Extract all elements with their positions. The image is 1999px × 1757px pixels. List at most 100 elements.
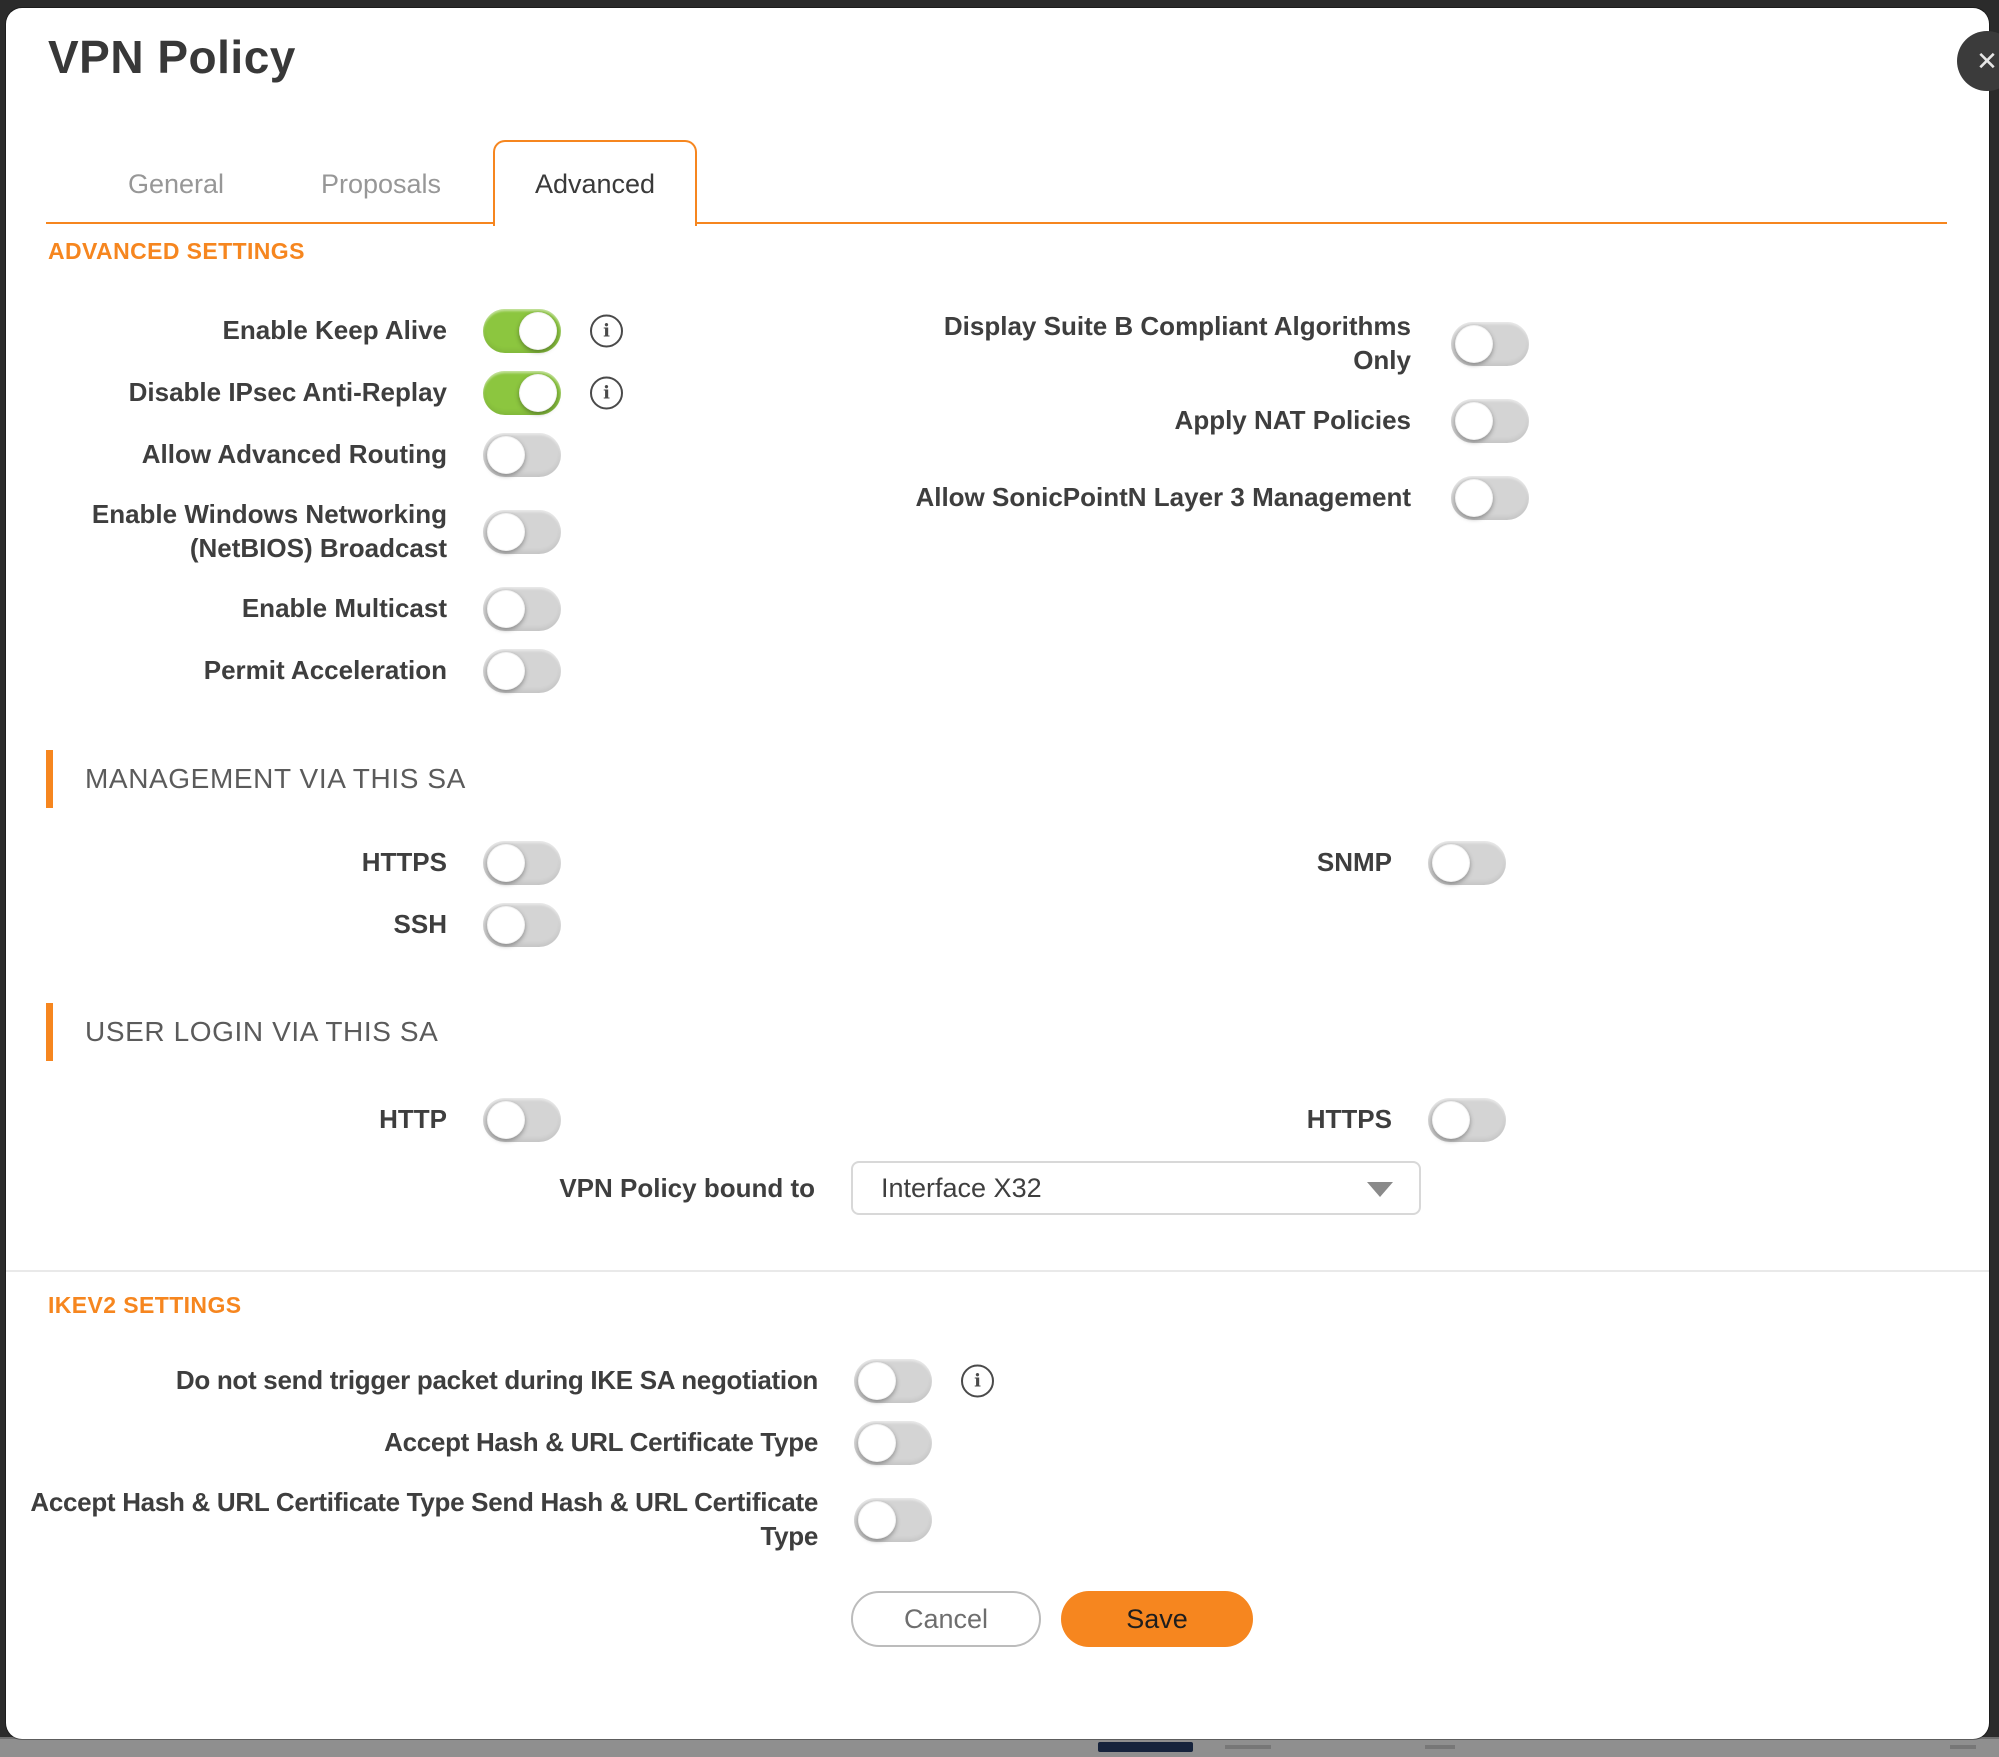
apply-nat-policies-toggle[interactable] xyxy=(1451,399,1529,443)
management-https-toggle[interactable] xyxy=(483,841,561,885)
allow-advanced-routing-toggle[interactable] xyxy=(483,433,561,477)
setting-row: Apply NAT Policies xyxy=(886,390,1529,452)
setting-row: SNMP xyxy=(886,832,1506,894)
user-login-left-column: HTTP xyxy=(46,1089,561,1151)
setting-row: HTTPS xyxy=(886,1089,1506,1151)
save-button[interactable]: Save xyxy=(1061,1591,1253,1647)
enable-keep-alive-toggle[interactable] xyxy=(483,309,561,353)
user-login-right-column: HTTPS xyxy=(886,1089,1506,1151)
setting-label: Display Suite B Compliant Algorithms Onl… xyxy=(943,311,1411,375)
bound-to-dropdown[interactable]: Interface X32 xyxy=(851,1161,1421,1215)
management-snmp-toggle[interactable] xyxy=(1428,841,1506,885)
management-left-column: HTTPS SSH xyxy=(46,832,561,956)
tab-bar: General Proposals Advanced xyxy=(6,140,1989,226)
close-icon[interactable]: ✕ xyxy=(1957,31,1999,91)
enable-windows-networking-toggle[interactable] xyxy=(483,510,561,554)
management-ssh-toggle[interactable] xyxy=(483,903,561,947)
permit-acceleration-toggle[interactable] xyxy=(483,649,561,693)
background-page-fragment xyxy=(1098,1742,1193,1752)
setting-row: HTTP xyxy=(46,1089,561,1151)
setting-row: Do not send trigger packet during IKE SA… xyxy=(26,1350,994,1412)
ikev2-settings-column: Do not send trigger packet during IKE SA… xyxy=(26,1350,994,1566)
setting-label: Enable Keep Alive xyxy=(222,315,447,346)
toggle-knob xyxy=(1455,479,1493,517)
setting-label: Allow SonicPointN Layer 3 Management xyxy=(915,482,1411,513)
cancel-button[interactable]: Cancel xyxy=(851,1591,1041,1647)
toggle-knob xyxy=(858,1362,896,1400)
toggle-knob xyxy=(858,1501,896,1539)
accept-send-hash-url-cert-toggle[interactable] xyxy=(854,1498,932,1542)
setting-row: Allow Advanced Routing xyxy=(46,424,561,486)
toggle-knob xyxy=(487,906,525,944)
bound-to-value: Interface X32 xyxy=(881,1172,1042,1203)
section-accent-bar xyxy=(46,750,53,808)
setting-label: Enable Multicast xyxy=(241,593,447,624)
toggle-knob xyxy=(519,312,557,350)
background-page-fragment xyxy=(1950,1745,1976,1749)
setting-label: Accept Hash & URL Certificate Type Send … xyxy=(30,1487,818,1551)
accept-hash-url-cert-toggle[interactable] xyxy=(854,1421,932,1465)
section-title: MANAGEMENT VIA THIS SA xyxy=(85,763,466,794)
setting-row: Enable Keep Alive i xyxy=(46,300,623,362)
setting-label: HTTPS xyxy=(1306,1104,1392,1135)
ike-trigger-packet-toggle[interactable] xyxy=(854,1359,932,1403)
enable-multicast-toggle[interactable] xyxy=(483,587,561,631)
tab-proposals[interactable]: Proposals xyxy=(320,168,442,199)
bound-to-label: VPN Policy bound to xyxy=(559,1172,815,1203)
info-icon[interactable]: i xyxy=(590,376,623,410)
management-section-heading: MANAGEMENT VIA THIS SA xyxy=(46,750,466,808)
user-login-https-toggle[interactable] xyxy=(1428,1098,1506,1142)
tab-underline xyxy=(46,222,1947,224)
background-page-strip xyxy=(0,1737,1999,1757)
setting-label: Enable Windows Networking (NetBIOS) Broa… xyxy=(91,499,447,563)
advanced-settings-right-column: Display Suite B Compliant Algorithms Onl… xyxy=(886,298,1529,544)
toggle-knob xyxy=(487,844,525,882)
toggle-knob xyxy=(1432,1101,1470,1139)
setting-label: Apply NAT Policies xyxy=(1174,405,1411,436)
chevron-down-icon xyxy=(1367,1182,1393,1197)
setting-row: HTTPS xyxy=(46,832,561,894)
section-accent-bar xyxy=(46,1003,53,1061)
section-divider xyxy=(6,1270,1989,1272)
setting-row: Permit Acceleration xyxy=(46,640,561,702)
vpn-policy-bound-row: VPN Policy bound to Interface X32 xyxy=(46,1161,1421,1215)
info-icon[interactable]: i xyxy=(961,1364,994,1398)
user-login-section-heading: USER LOGIN VIA THIS SA xyxy=(46,1003,438,1061)
setting-label: HTTPS xyxy=(361,847,447,878)
setting-row: SSH xyxy=(46,894,561,956)
setting-label: Do not send trigger packet during IKE SA… xyxy=(175,1365,818,1396)
setting-row: Accept Hash & URL Certificate Type Send … xyxy=(26,1474,932,1566)
toggle-knob xyxy=(487,590,525,628)
toggle-knob xyxy=(1455,325,1493,363)
toggle-knob xyxy=(1455,402,1493,440)
toggle-knob xyxy=(1432,844,1470,882)
background-page-fragment xyxy=(1225,1745,1271,1749)
setting-label: Disable IPsec Anti-Replay xyxy=(128,377,447,408)
toggle-knob xyxy=(519,374,557,412)
setting-row: Allow SonicPointN Layer 3 Management xyxy=(886,452,1529,544)
page-title: VPN Policy xyxy=(48,31,296,83)
setting-row: Enable Windows Networking (NetBIOS) Broa… xyxy=(46,486,561,578)
setting-label: HTTP xyxy=(379,1104,447,1135)
tab-advanced[interactable]: Advanced xyxy=(493,140,697,226)
setting-label: Permit Acceleration xyxy=(203,655,447,686)
setting-row: Display Suite B Compliant Algorithms Onl… xyxy=(886,298,1529,390)
info-icon[interactable]: i xyxy=(590,314,623,348)
setting-label: SNMP xyxy=(1316,847,1392,878)
toggle-knob xyxy=(858,1424,896,1462)
allow-sonicpointn-toggle[interactable] xyxy=(1451,476,1529,520)
vpn-policy-dialog: VPN Policy General Proposals Advanced AD… xyxy=(6,8,1989,1739)
tab-general[interactable]: General xyxy=(127,168,225,199)
disable-ipsec-anti-replay-toggle[interactable] xyxy=(483,371,561,415)
ikev2-settings-heading: IKEV2 SETTINGS xyxy=(48,1292,242,1318)
setting-row: Accept Hash & URL Certificate Type xyxy=(26,1412,932,1474)
user-login-http-toggle[interactable] xyxy=(483,1098,561,1142)
setting-row: Disable IPsec Anti-Replay i xyxy=(46,362,623,424)
toggle-knob xyxy=(487,652,525,690)
setting-label: Allow Advanced Routing xyxy=(141,439,447,470)
display-suite-b-toggle[interactable] xyxy=(1451,322,1529,366)
management-right-column: SNMP xyxy=(886,832,1506,894)
setting-row: Enable Multicast xyxy=(46,578,561,640)
advanced-settings-left-column: Enable Keep Alive i Disable IPsec Anti-R… xyxy=(46,300,623,702)
section-title: USER LOGIN VIA THIS SA xyxy=(85,1016,439,1047)
